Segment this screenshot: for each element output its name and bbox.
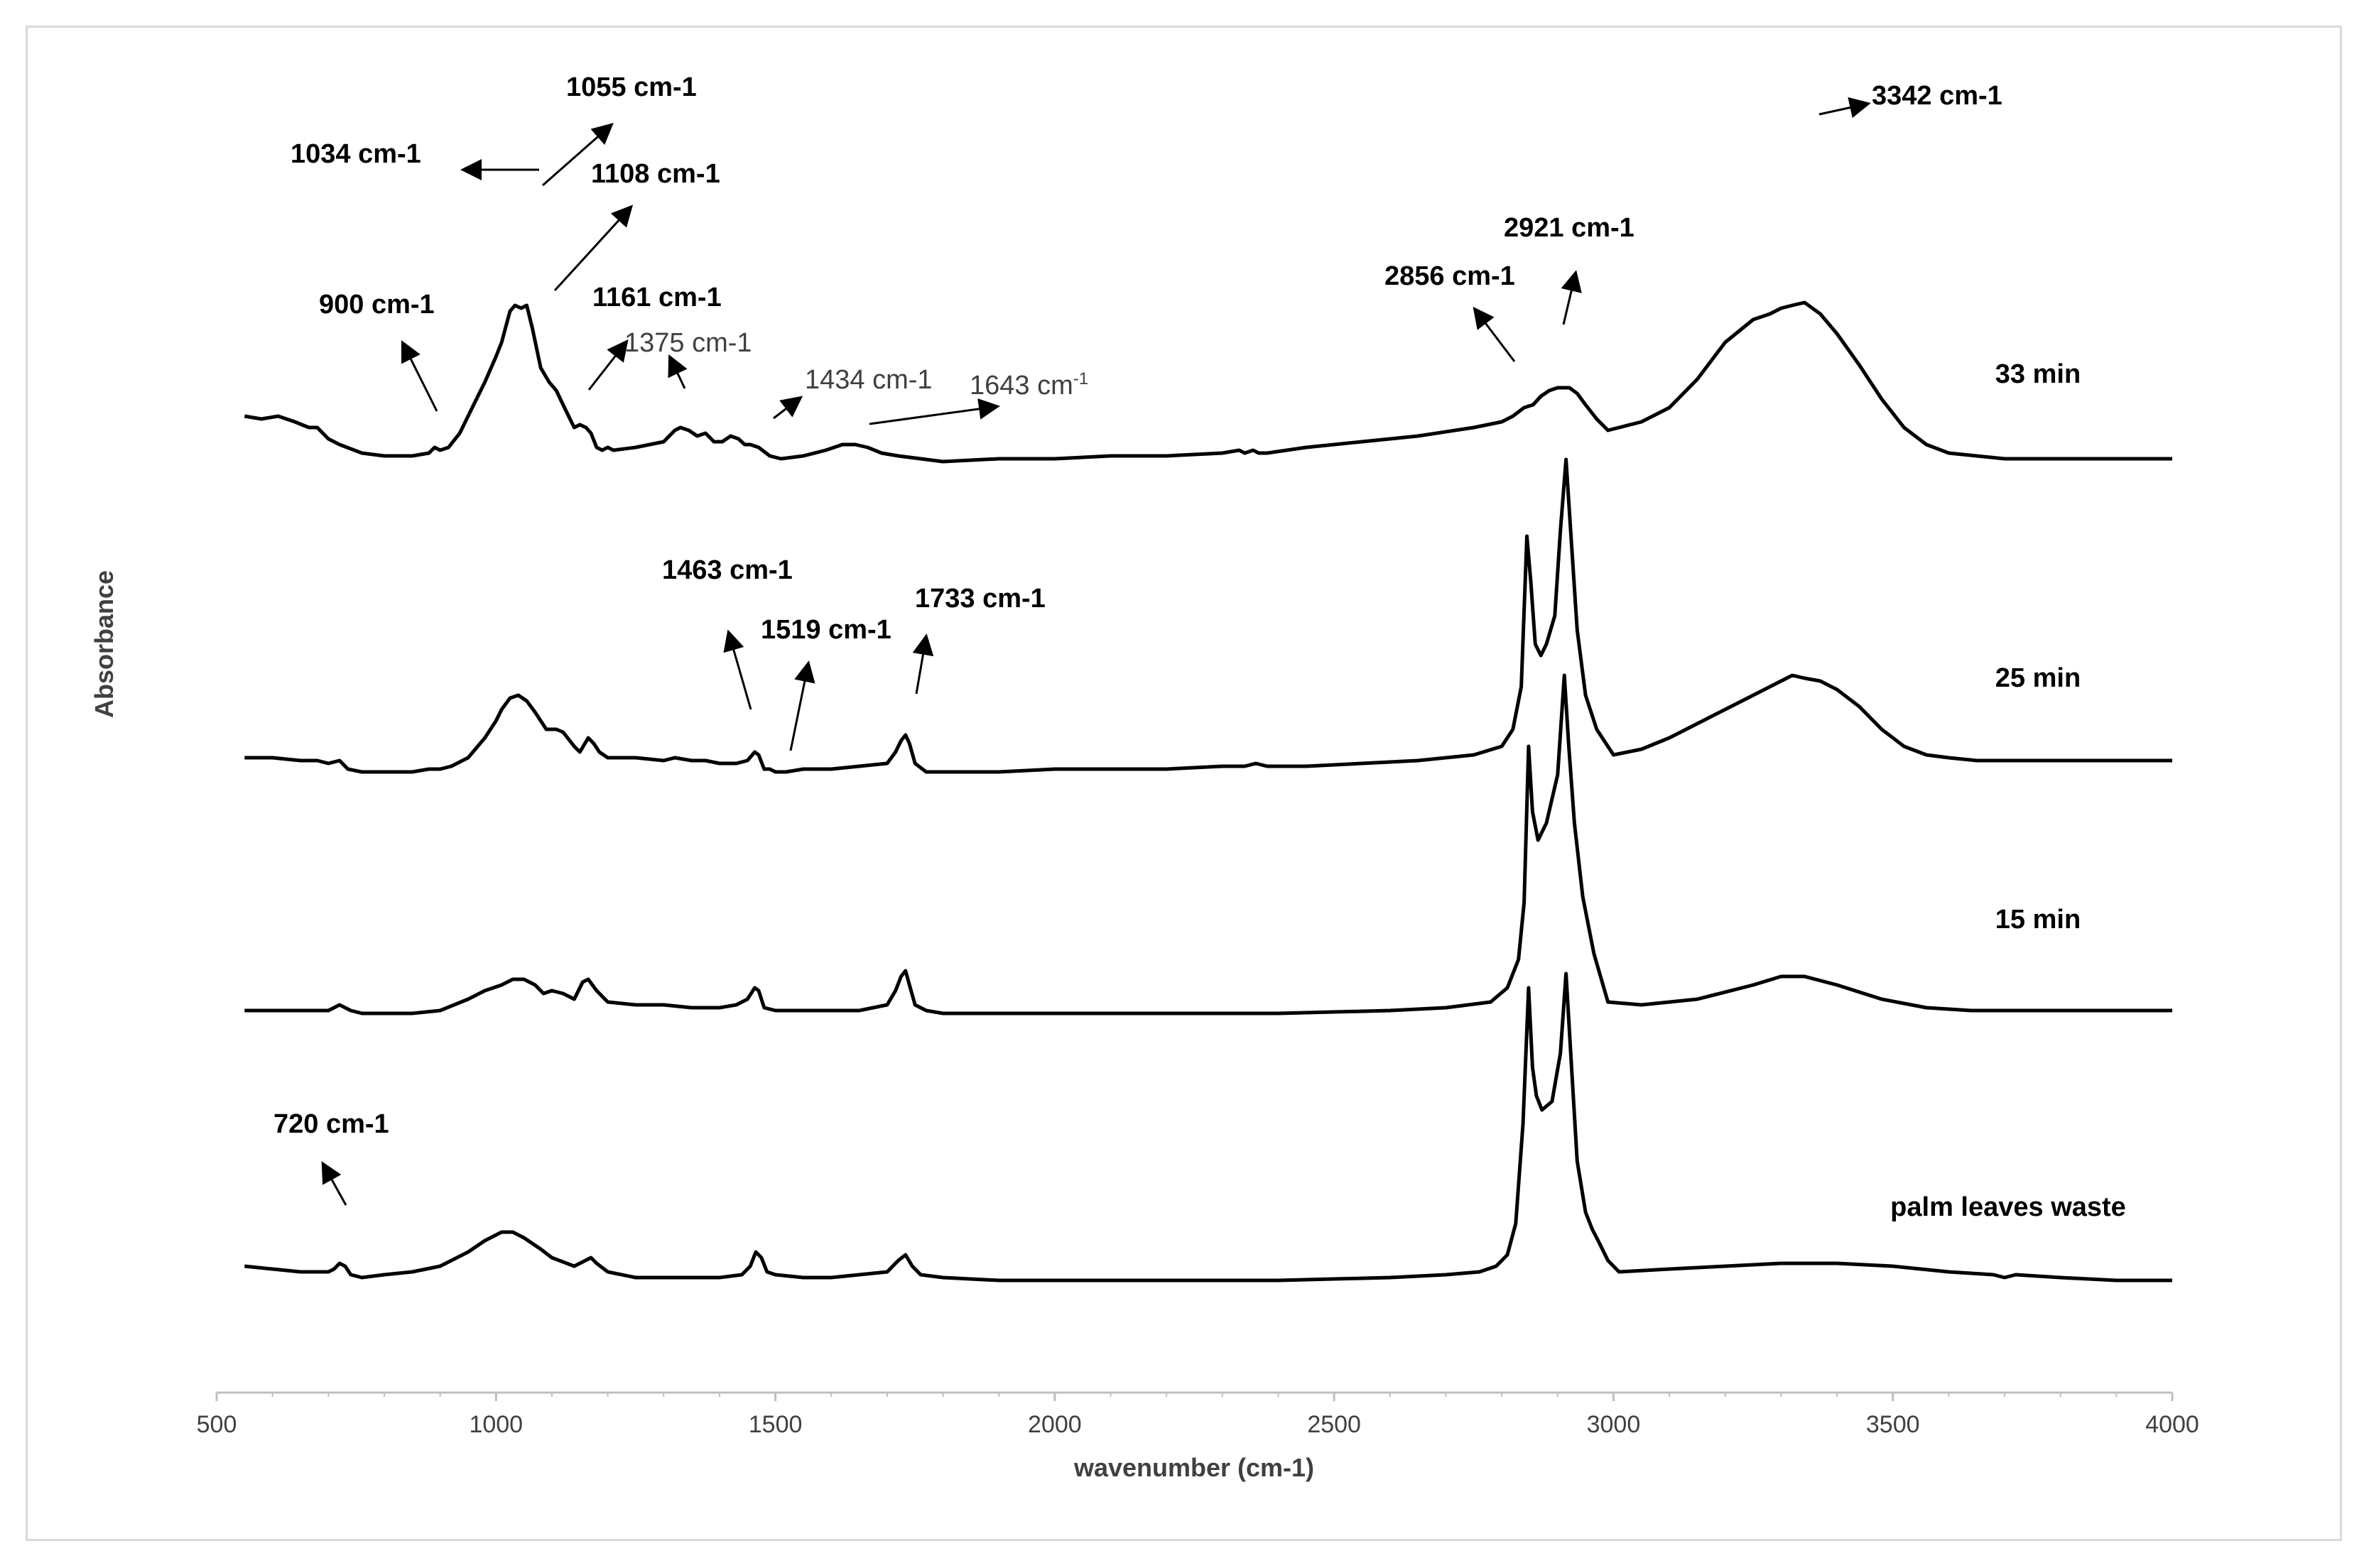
series-label-33-min: 33 min xyxy=(1995,359,2081,389)
y-axis-title: Absorbance xyxy=(90,570,119,718)
arrow-2921 xyxy=(1561,270,1582,325)
x-tick-label-3500: 3500 xyxy=(1866,1411,1920,1438)
annotation-1519: 1519 cm-1 xyxy=(761,615,891,645)
chart-frame: 500 1000 1500 2000 2500 3000 3500 4000 wavenumb… xyxy=(26,26,2342,1541)
annotation-1055: 1055 cm-1 xyxy=(566,72,697,102)
x-tick-label-1000: 1000 xyxy=(469,1411,523,1438)
series-line-25-min xyxy=(244,457,2172,774)
x-tick-label-2000: 2000 xyxy=(1028,1411,1082,1438)
annotation-1434: 1434 cm-1 xyxy=(805,365,933,395)
arrow-1161 xyxy=(587,339,629,391)
annotation-1643: 1643 cm-1 xyxy=(970,369,1088,401)
arrow-1463 xyxy=(723,629,752,710)
arrow-1519 xyxy=(789,660,815,751)
annotation-1643-text: 1643 cm xyxy=(970,371,1073,401)
annotation-2856: 2856 cm-1 xyxy=(1384,261,1515,291)
annotation-1034: 1034 cm-1 xyxy=(291,139,421,169)
annotation-2921: 2921 cm-1 xyxy=(1504,213,1635,243)
annotation-1463: 1463 cm-1 xyxy=(662,555,793,585)
arrow-1375 xyxy=(668,354,688,389)
arrow-1643 xyxy=(869,398,1000,425)
annotation-1375: 1375 cm-1 xyxy=(624,328,752,358)
series-label-palm-leaves-waste: palm leaves waste xyxy=(1890,1192,2126,1222)
x-tick-label-2500: 2500 xyxy=(1307,1411,1361,1438)
arrow-1055 xyxy=(542,123,614,187)
annotation-arrows xyxy=(321,97,1871,1206)
series-label-15-min: 15 min xyxy=(1995,905,2081,935)
annotation-1643-sup: -1 xyxy=(1073,369,1088,388)
annotation-1108: 1108 cm-1 xyxy=(591,159,720,189)
arrow-900 xyxy=(401,339,438,412)
arrow-720 xyxy=(321,1161,347,1206)
series-line-33-min xyxy=(244,300,2172,464)
annotation-720: 720 cm-1 xyxy=(273,1109,389,1139)
annotation-900: 900 cm-1 xyxy=(319,290,435,320)
arrow-3342 xyxy=(1818,97,1871,119)
x-axis-title: wavenumber (cm-1) xyxy=(1073,1453,1314,1482)
arrow-1434 xyxy=(773,396,803,420)
x-tick-label-4000: 4000 xyxy=(2145,1411,2199,1438)
arrow-1733 xyxy=(912,633,934,695)
x-axis-ticks: 500 1000 1500 2000 2500 3000 3500 4000 xyxy=(197,1393,2199,1438)
x-tick-label-1500: 1500 xyxy=(749,1411,803,1438)
arrow-1108 xyxy=(553,205,634,292)
annotation-1161: 1161 cm-1 xyxy=(592,283,722,312)
annotation-3342: 3342 cm-1 xyxy=(1872,81,2002,111)
x-tick-label-500: 500 xyxy=(197,1411,237,1438)
spectra-series xyxy=(244,300,2172,1283)
annotation-labels: 1055 cm-1 1034 cm-1 1108 cm-1 900 cm-1 1… xyxy=(273,72,2002,1139)
series-line-15-min xyxy=(244,673,2172,1016)
arrow-2856 xyxy=(1473,306,1516,362)
series-label-25-min: 25 min xyxy=(1995,663,2081,693)
x-tick-label-3000: 3000 xyxy=(1587,1411,1641,1438)
series-line-palm-leaves-waste xyxy=(244,971,2172,1283)
annotation-1733: 1733 cm-1 xyxy=(915,584,1046,614)
ftir-spectra-chart: 500 1000 1500 2000 2500 3000 3500 4000 wavenumb… xyxy=(90,72,2199,1482)
